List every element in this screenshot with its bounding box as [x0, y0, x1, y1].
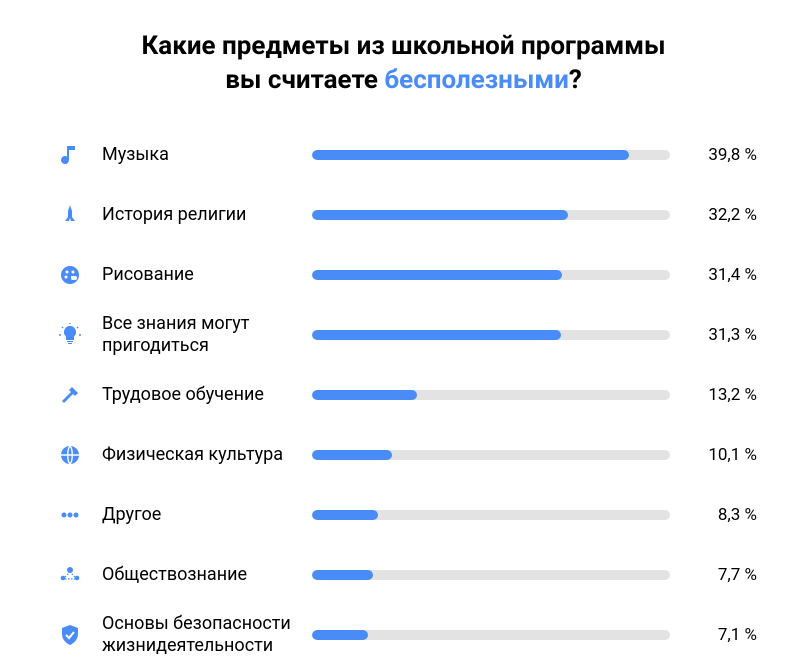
bar-container — [300, 570, 682, 580]
bar-track — [312, 210, 670, 220]
row-value: 7,7 % — [682, 565, 757, 585]
chart-row: Рисование 31,4 % — [50, 248, 757, 302]
row-label: Обществознание — [90, 564, 300, 586]
pray-icon — [50, 203, 90, 227]
bar-container — [300, 330, 682, 340]
chart-row: Обществознание 7,7 % — [50, 548, 757, 602]
bar-fill — [312, 150, 629, 160]
title-line1: Какие предметы из школьной программы — [141, 31, 665, 61]
music-icon — [50, 143, 90, 167]
bar-track — [312, 150, 670, 160]
bar-track — [312, 450, 670, 460]
chart-row: Другое 8,3 % — [50, 488, 757, 542]
bar-container — [300, 510, 682, 520]
bar-track — [312, 330, 670, 340]
title-line2-after: ? — [569, 65, 582, 95]
bar-track — [312, 570, 670, 580]
bar-fill — [312, 270, 562, 280]
bar-fill — [312, 570, 373, 580]
row-label: Музыка — [90, 144, 300, 166]
row-value: 31,4 % — [682, 265, 757, 285]
row-label: История религии — [90, 204, 300, 226]
palette-icon — [50, 263, 90, 287]
bar-fill — [312, 390, 417, 400]
row-value: 13,2 % — [682, 385, 757, 405]
bar-container — [300, 210, 682, 220]
row-label: Все знания могут пригодиться — [90, 313, 300, 356]
bar-track — [312, 270, 670, 280]
bar-container — [300, 630, 682, 640]
row-value: 39,8 % — [682, 145, 757, 165]
row-label: Основы безопасности жизнидеятельности — [90, 613, 300, 656]
bar-fill — [312, 330, 561, 340]
row-value: 10,1 % — [682, 445, 757, 465]
row-value: 8,3 % — [682, 505, 757, 525]
row-value: 7,1 % — [682, 625, 757, 645]
group-icon — [50, 563, 90, 587]
chart-title: Какие предметы из школьной программы вы … — [50, 30, 757, 98]
bar-fill — [312, 630, 368, 640]
bar-fill — [312, 510, 378, 520]
chart-row: История религии 32,2 % — [50, 188, 757, 242]
row-label: Трудовое обучение — [90, 384, 300, 406]
idea-icon — [50, 323, 90, 347]
title-highlight: бесполезными — [384, 65, 569, 95]
chart-row: Трудовое обучение 13,2 % — [50, 368, 757, 422]
chart-row: Физическая культура 10,1 % — [50, 428, 757, 482]
row-label: Физическая культура — [90, 444, 300, 466]
chart-row: Все знания могут пригодиться 31,3 % — [50, 308, 757, 362]
row-label: Рисование — [90, 264, 300, 286]
chart-row: Музыка 39,8 % — [50, 128, 757, 182]
dots-icon — [50, 503, 90, 527]
row-value: 32,2 % — [682, 205, 757, 225]
bar-track — [312, 390, 670, 400]
bar-track — [312, 510, 670, 520]
bar-container — [300, 450, 682, 460]
hammer-icon — [50, 383, 90, 407]
row-label: Другое — [90, 504, 300, 526]
bar-container — [300, 270, 682, 280]
bar-container — [300, 150, 682, 160]
bar-fill — [312, 210, 568, 220]
chart-row: Основы безопасности жизнидеятельности 7,1… — [50, 608, 757, 662]
bar-fill — [312, 450, 392, 460]
title-line2-before: вы считаете — [225, 65, 384, 95]
row-value: 31,3 % — [682, 325, 757, 345]
ball-icon — [50, 443, 90, 467]
chart-rows: Музыка 39,8 % История религии 32,2 % Рисован… — [50, 128, 757, 662]
bar-container — [300, 390, 682, 400]
bar-track — [312, 630, 670, 640]
